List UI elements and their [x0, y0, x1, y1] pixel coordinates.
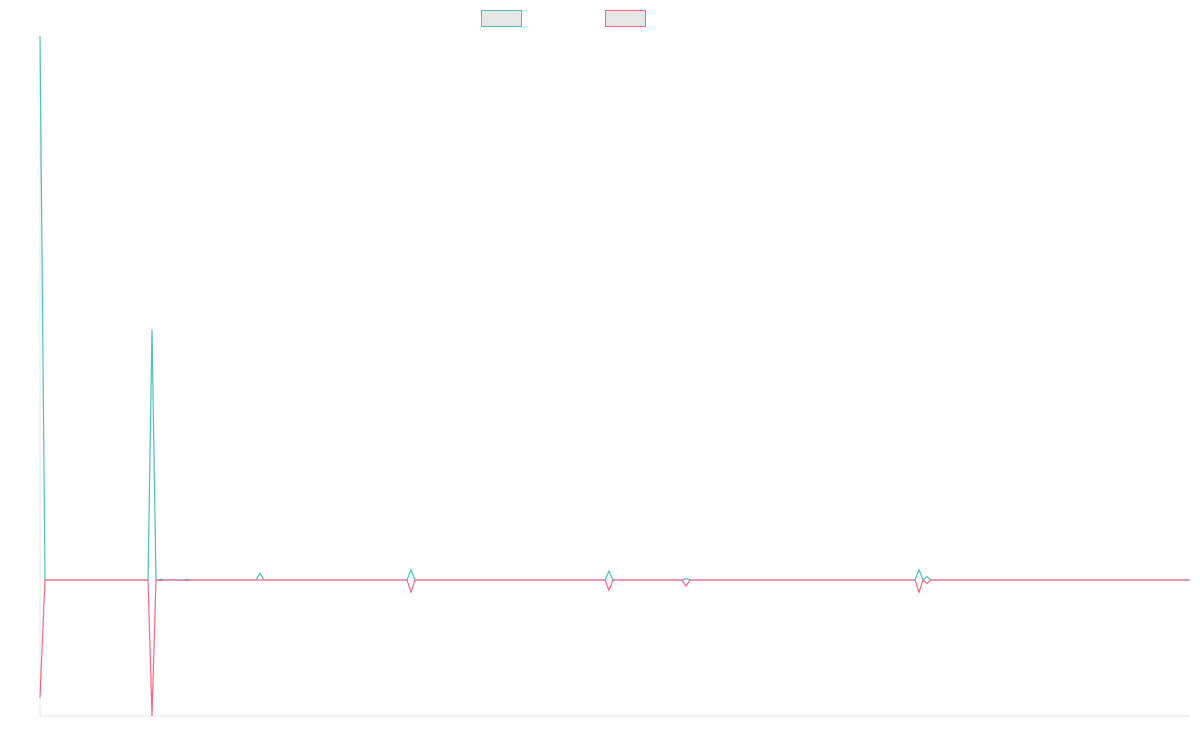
series-line [39, 578, 1190, 717]
legend-swatch [605, 10, 646, 27]
series-line [39, 35, 1190, 582]
legend-swatch [481, 10, 522, 27]
